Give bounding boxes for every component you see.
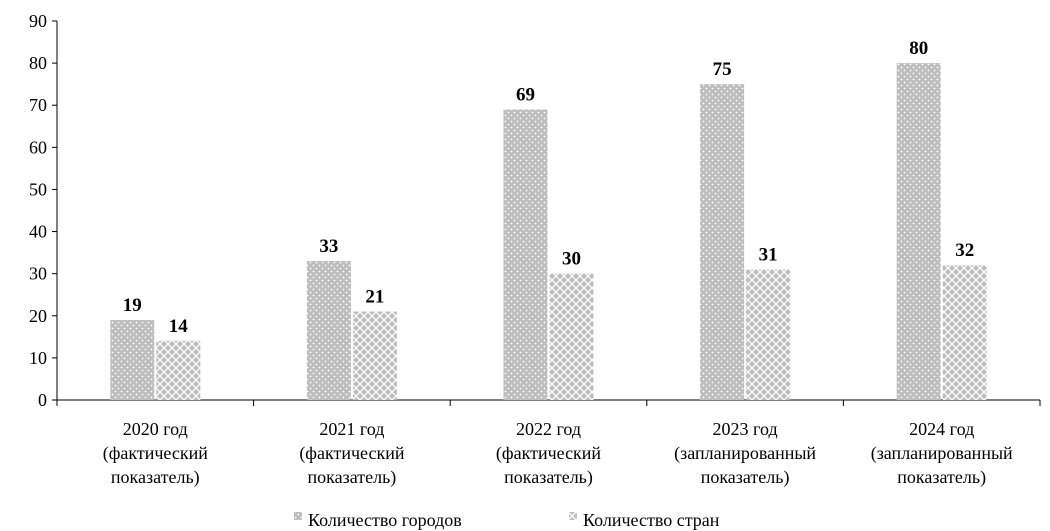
y-tick-label: 40: [29, 222, 47, 242]
axes: 0 10 20 30 40 50 60 70 80 90: [29, 11, 1041, 410]
x-tick-label-line: показатель): [308, 467, 397, 488]
bars: [110, 63, 987, 401]
x-tick-label-line: 2020 год: [123, 419, 188, 439]
y-tick-label: 10: [29, 348, 47, 368]
x-tick-label-line: (запланированный: [674, 443, 816, 464]
x-category-label: 2024 год (запланированный показатель): [871, 419, 1013, 488]
legend-item: Количество стран: [569, 510, 720, 530]
x-tick-label-line: (фактический: [103, 443, 209, 464]
y-tick-label: 60: [29, 137, 47, 157]
data-label: 75: [713, 59, 732, 80]
labels: 2020 год (фактический показатель) 2021 год (…: [103, 38, 1013, 488]
data-label: 80: [909, 38, 928, 59]
y-tick-label: 70: [29, 95, 47, 115]
bar-countries: [746, 269, 791, 400]
legend-label: Количество городов: [308, 510, 462, 530]
legend-swatch: [294, 512, 302, 520]
x-tick-label-line: показатель): [504, 467, 593, 488]
bar-cities: [306, 261, 351, 400]
bar-countries: [942, 265, 987, 400]
x-category-label: 2022 год (фактический показатель): [496, 419, 602, 488]
bar-cities: [896, 63, 941, 400]
x-tick-label-line: 2024 год: [909, 419, 974, 439]
x-tick-label-line: 2022 год: [516, 419, 581, 439]
legend-label: Количество стран: [583, 510, 720, 530]
data-label: 19: [123, 295, 142, 316]
x-category-label: 2020 год (фактический показатель): [103, 419, 209, 488]
bar-cities: [110, 319, 155, 400]
x-tick-label-line: 2021 год: [319, 419, 384, 439]
bar-cities: [503, 109, 548, 400]
y-tick-label: 50: [29, 179, 47, 199]
x-tick-label-line: показатель): [701, 467, 790, 488]
legend-swatch: [569, 512, 577, 520]
data-label: 33: [319, 236, 338, 257]
x-tick-label-line: (запланированный: [871, 443, 1013, 464]
y-tick-label: 20: [29, 306, 47, 326]
bar-countries: [156, 341, 201, 400]
bar-countries: [352, 311, 397, 400]
x-category-label: 2023 год (запланированный показатель): [674, 419, 816, 488]
bar-countries: [549, 273, 594, 400]
y-tick-label: 30: [29, 264, 47, 284]
x-tick-label-line: (фактический: [496, 443, 602, 464]
data-label: 69: [516, 84, 535, 105]
legend-item: Количество городов: [294, 510, 462, 530]
data-label: 32: [955, 240, 974, 261]
bar-cities: [700, 84, 745, 401]
x-tick-label-line: (фактический: [299, 443, 405, 464]
data-label: 21: [365, 287, 384, 308]
x-category-label: 2021 год (фактический показатель): [299, 419, 405, 488]
x-tick-label-line: 2023 год: [713, 419, 778, 439]
y-tick-label: 90: [29, 11, 47, 31]
y-tick-label: 80: [29, 53, 47, 73]
x-tick-label-line: показатель): [111, 467, 200, 488]
legend: Количество городов Количество стран: [294, 510, 720, 530]
data-label: 31: [759, 244, 778, 265]
x-tick-label-line: показатель): [897, 467, 986, 488]
y-tick-label: 0: [38, 390, 47, 410]
data-label: 14: [169, 316, 189, 337]
data-label: 30: [562, 249, 581, 270]
